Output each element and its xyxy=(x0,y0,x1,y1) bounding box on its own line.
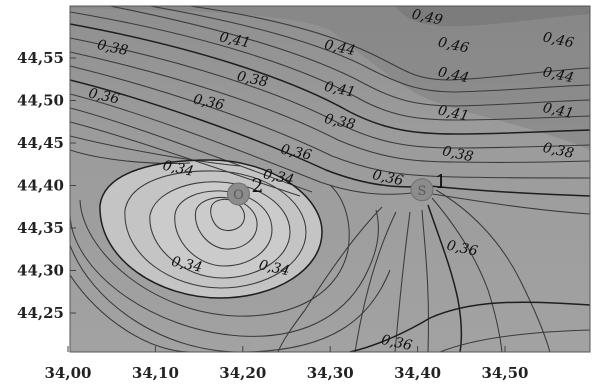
isoline xyxy=(70,135,241,167)
contour-labels: 0,38 0,41 0,44 0,49 0,46 0,46 0,38 0,41 0,44 0,44… xyxy=(87,6,575,354)
isoline xyxy=(354,211,397,352)
contour-label: 0,41 xyxy=(218,29,252,51)
contour-label: 0,41 xyxy=(541,100,575,122)
contour-label: 0,41 xyxy=(436,103,470,125)
isoline xyxy=(70,107,313,193)
x-tick-label: 34,30 xyxy=(307,364,354,382)
isoline xyxy=(70,79,590,197)
isoline xyxy=(70,11,590,121)
contour-label: 0,46 xyxy=(436,35,470,57)
contour-label: 0,36 xyxy=(380,332,414,354)
isoline xyxy=(431,197,503,352)
y-tick-label: 44,40 xyxy=(17,177,64,195)
contour-label: 0,34 xyxy=(161,158,195,180)
stations: S 1 O 2 xyxy=(226,171,447,206)
y-tick-label: 44,30 xyxy=(17,262,64,280)
x-tick-label: 34,20 xyxy=(219,364,266,382)
station-marker-glyph: O xyxy=(233,188,244,203)
isoline-034 xyxy=(99,159,323,299)
isoline xyxy=(421,209,429,352)
contour-label: 0,38 xyxy=(235,69,269,91)
station-marker xyxy=(226,182,250,206)
contour-label: 0,34 xyxy=(262,166,296,188)
isoline xyxy=(70,51,590,163)
plot-area: 0,38 0,41 0,44 0,49 0,46 0,46 0,38 0,41 0,44 0,44… xyxy=(70,6,590,354)
contour-label: 0,36 xyxy=(87,86,121,108)
x-tick-label: 34,00 xyxy=(45,364,92,382)
contour-label: 0,41 xyxy=(323,79,357,101)
x-tick-label: 34,10 xyxy=(132,364,179,382)
isoline xyxy=(79,184,350,317)
isoline xyxy=(70,23,590,135)
isoline xyxy=(394,211,411,352)
station-marker-glyph: S xyxy=(418,184,427,199)
isoline xyxy=(174,190,273,267)
y-tick-label: 44,45 xyxy=(17,134,64,152)
isoline xyxy=(427,204,463,352)
isoline xyxy=(70,65,590,179)
contour-label: 0,38 xyxy=(541,140,575,162)
contour-label: 0,34 xyxy=(257,257,291,279)
isoline xyxy=(439,329,590,352)
station-label: 2 xyxy=(251,175,263,197)
contour-label: 0,36 xyxy=(371,167,405,189)
y-axis: 44,55 44,50 44,45 44,40 44,35 44,30 44,25 xyxy=(17,49,76,322)
station-label: 1 xyxy=(435,171,447,193)
contour-label: 0,44 xyxy=(323,37,357,59)
high-value-region xyxy=(70,6,590,150)
y-tick-label: 44,35 xyxy=(17,219,64,237)
isoline xyxy=(194,197,258,250)
x-tick-label: 34,40 xyxy=(394,364,441,382)
y-tick-label: 44,55 xyxy=(17,49,64,67)
contour-label: 0,49 xyxy=(410,6,444,28)
contour-label: 0,38 xyxy=(441,143,475,165)
isoline xyxy=(70,274,191,352)
isoline xyxy=(70,37,590,149)
isoline xyxy=(149,181,291,279)
isoline xyxy=(70,209,379,337)
isoline xyxy=(210,198,245,231)
contour-label: 0,44 xyxy=(436,64,470,86)
contour-label: 0,36 xyxy=(445,238,479,260)
x-tick-label: 34,50 xyxy=(482,364,529,382)
isoline xyxy=(70,149,191,164)
contour-label: 0,38 xyxy=(96,37,130,59)
isoline xyxy=(349,301,590,352)
contour-label: 0,44 xyxy=(541,64,575,86)
peak-region xyxy=(395,6,590,27)
y-tick-label: 44,50 xyxy=(17,92,64,110)
isoline xyxy=(109,6,590,107)
isoline xyxy=(189,6,590,81)
low-region-032 xyxy=(149,181,290,278)
isoline xyxy=(435,189,551,352)
station-marker xyxy=(410,178,434,202)
isoline xyxy=(149,6,590,93)
contour-label: 0,38 xyxy=(323,111,357,133)
contour-label: 0,36 xyxy=(279,142,313,164)
isoline xyxy=(124,170,307,289)
contour-label: 0,36 xyxy=(192,91,226,113)
contour-label: 0,46 xyxy=(541,29,575,51)
contour-label: 0,34 xyxy=(170,254,204,276)
isoline xyxy=(70,93,590,215)
x-axis: 34,00 34,10 34,20 34,30 34,40 34,50 xyxy=(45,346,529,382)
isoline xyxy=(70,121,301,197)
y-tick-label: 44,25 xyxy=(17,304,64,322)
